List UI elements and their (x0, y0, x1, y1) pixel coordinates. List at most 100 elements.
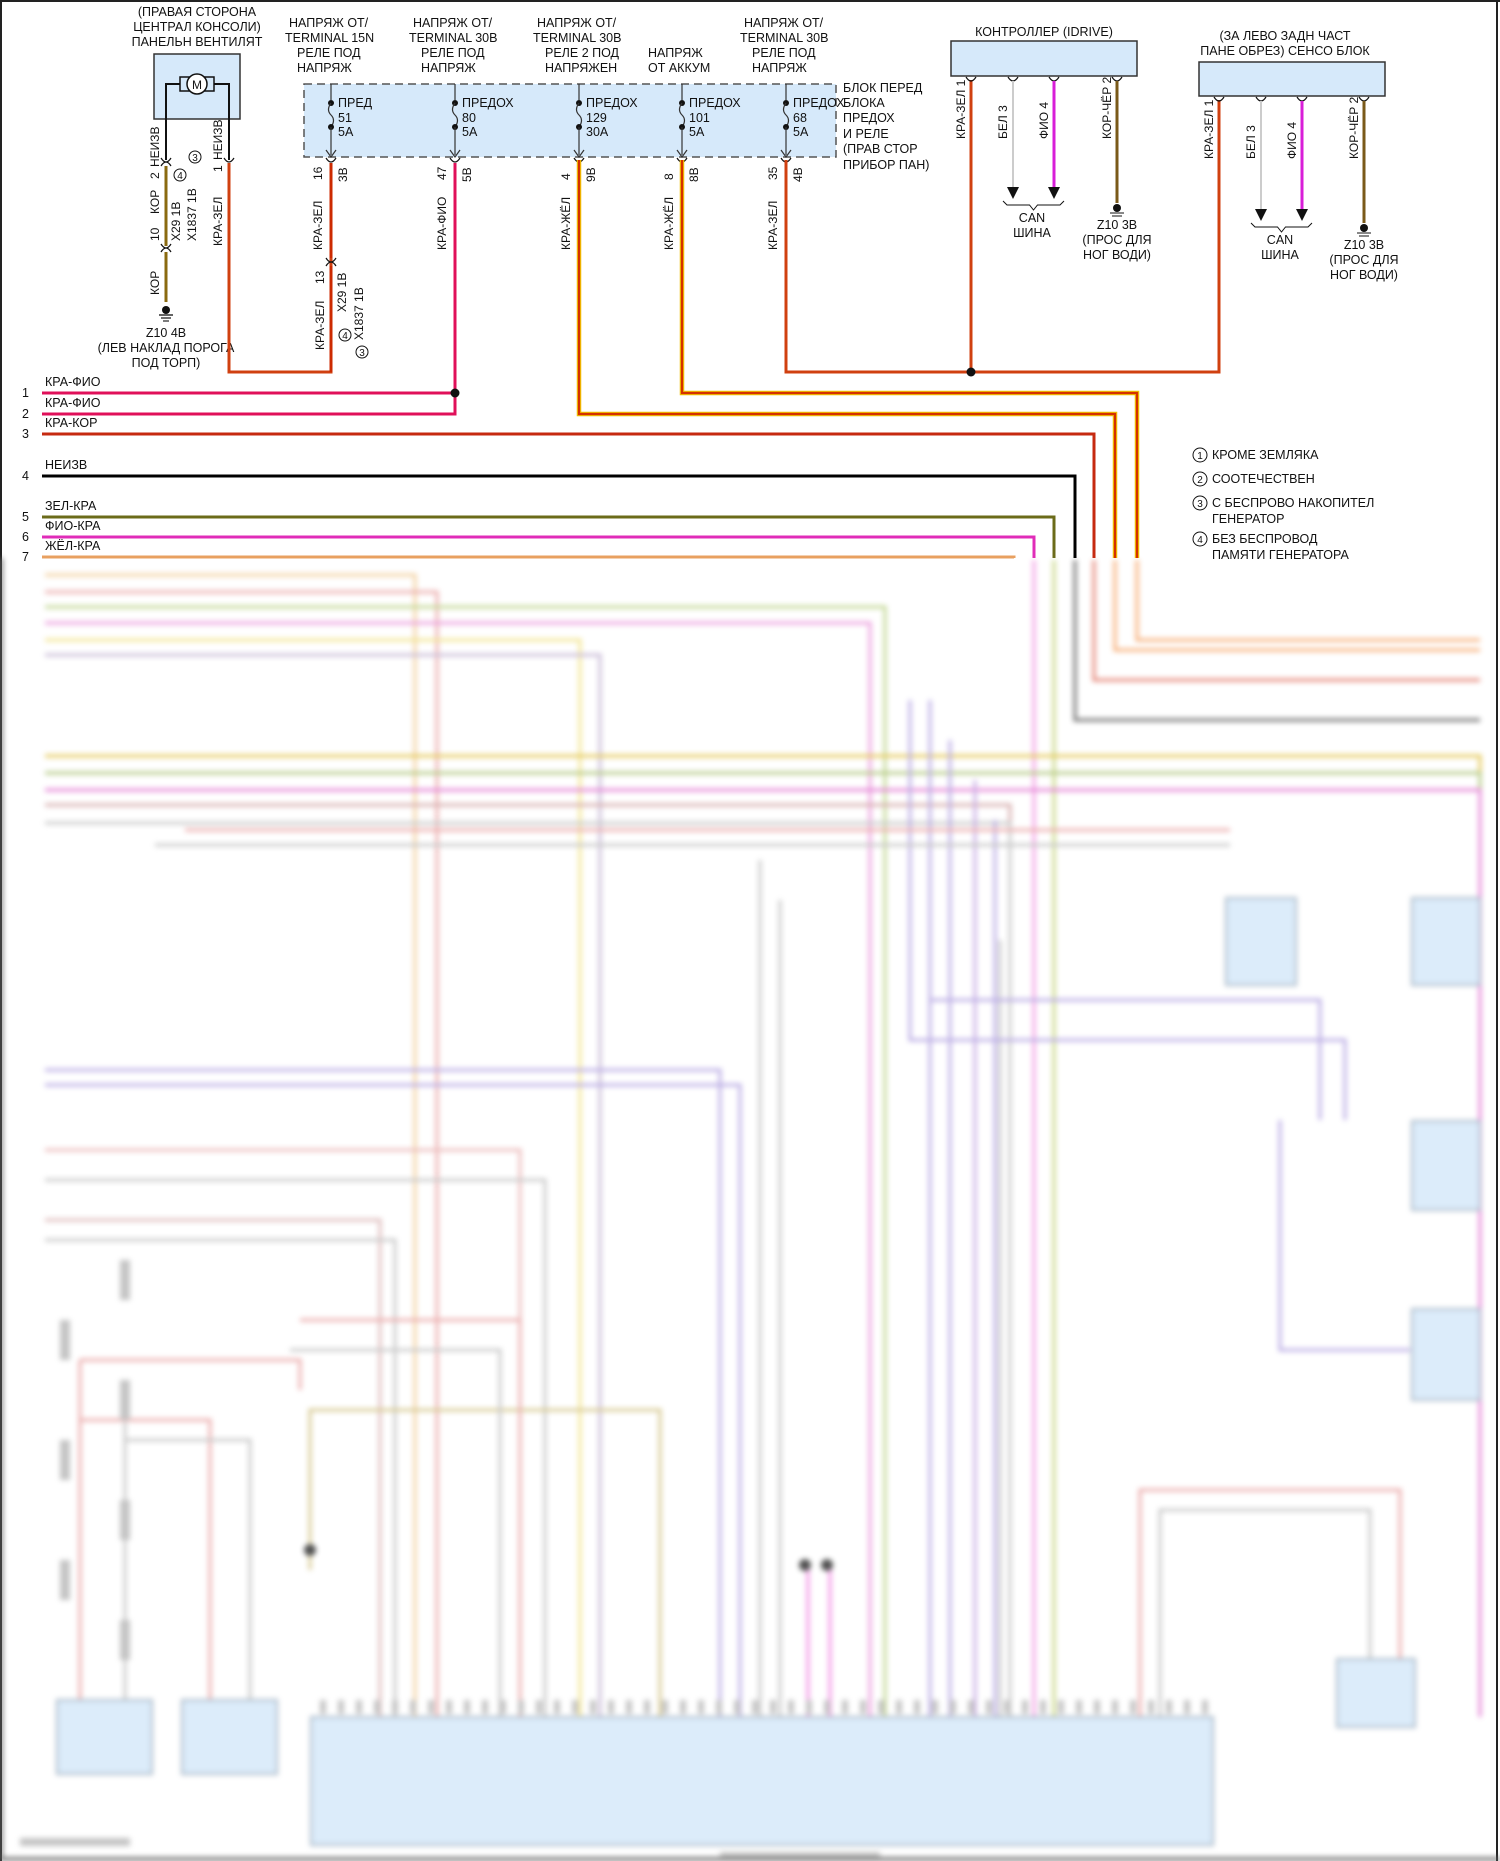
wire-color-label: НЕИЗВ (148, 126, 162, 167)
pin-number: 2 (148, 172, 162, 179)
arrow-icon (1007, 187, 1019, 199)
connector-icon (325, 257, 337, 267)
wire-color-label: КРА-ФИО (435, 197, 449, 250)
note-4: 4 БЕЗ БЕСПРОВОД ПАМЯТИ ГЕНЕРАТОРА (1192, 531, 1349, 562)
wire-color-label: КРА-КОР (45, 416, 97, 430)
note-number: 4 (342, 331, 348, 342)
fuse-source-label: НАПРЯЖ (297, 61, 352, 75)
arrow-icon (1296, 209, 1308, 221)
note-number: 2 (1197, 475, 1203, 486)
wire-number: 5 (22, 510, 29, 524)
wire-color-label: НЕИЗВ (45, 458, 87, 472)
panel-fan: (ПРАВАЯ СТОРОНА ЦЕНТРАЛ КОНСОЛИ) ПАНЕЛЬН… (98, 5, 333, 374)
fuse-source-label: TERMINAL 30В (409, 31, 497, 45)
fuse-source-label: РЕЛЕ ПОД (421, 46, 485, 60)
fan-title-line: ПАНЕЛЬН ВЕНТИЛЯТ (132, 35, 263, 49)
wire-color-label: КРА-ЖЁЛ (559, 197, 573, 250)
pin-number: 35 (766, 166, 780, 180)
note-number: 4 (177, 171, 183, 182)
sensor-title: ПАНЕ ОБРЕЗ) СЕНСО БЛОК (1200, 44, 1370, 58)
note-number: 3 (1197, 499, 1203, 510)
ground-label: НОГ ВОДИ) (1330, 268, 1398, 282)
ground-icon (1357, 224, 1371, 237)
note-circle (188, 150, 202, 164)
ground-label: Z10 3В (1344, 238, 1384, 252)
fuse-icon (327, 102, 335, 128)
harness-wire-1: 1 КРА-ФИО (22, 375, 455, 400)
wire-kra-zhel (680, 160, 1139, 558)
wire-color-label: КРА-ЗЕЛ (313, 301, 327, 350)
can-bus-brace (1002, 200, 1065, 211)
pin-number: 4 (559, 173, 573, 180)
connector-icon (160, 157, 172, 167)
note-number: 1 (1197, 451, 1203, 462)
harness-wire-6: 6 ФИО-КРА (22, 519, 1036, 558)
fuse-icon (678, 102, 686, 128)
can-bus-label: CAN (1019, 211, 1045, 225)
fuse-rating: 5A (338, 125, 354, 139)
note-3: 3 С БЕСПРОВО НАКОПИТЕЛ ГЕНЕРАТОР (1192, 495, 1374, 526)
wire-color-label: КРА-ЖЁЛ (662, 197, 676, 250)
fuse-name: ПРЕДОХ (689, 96, 741, 110)
fuse-source-label: TERMINAL 30В (740, 31, 828, 45)
pin-label: КОР-ЧЁР 2 (1347, 96, 1361, 159)
note-circle (355, 345, 369, 359)
connector-id: X1837 1В (185, 188, 199, 241)
note-circle (173, 168, 187, 182)
fuse-rating: 30A (586, 125, 609, 139)
wire-number: 2 (22, 407, 29, 421)
connector-id: X29 1В (335, 273, 349, 312)
fuse-block-label: ПРИБОР ПАН) (843, 158, 929, 172)
fuse-source-label: ОТ АККУМ (648, 61, 710, 75)
ground-icon (1110, 204, 1124, 217)
idrive-controller: КОНТРОЛЛЕР (IDRIVE) КРА-ЗЕЛ 1 БЕЛ 3 ФИО 4 К… (950, 25, 1152, 262)
fuse-rating: 5A (689, 125, 705, 139)
fuse-source-label: НАПРЯЖ ОТ/ (537, 16, 617, 30)
pin-number: 47 (435, 166, 449, 180)
fuse-number: 101 (689, 111, 710, 125)
harness-wire-3: 3 КРА-КОР (22, 416, 1096, 558)
fuse-wires (576, 80, 1221, 558)
fuse-name: ПРЕДОХ (462, 96, 514, 110)
wire-kra-zel (784, 100, 1221, 374)
fuse-source-label: РЕЛЕ ПОД (752, 46, 816, 60)
harness-wire-2: 2 КРА-ФИО (22, 396, 457, 421)
connector-id: 3В (336, 167, 350, 182)
fuse-icon (575, 102, 583, 128)
fuse-source-label: РЕЛЕ 2 ПОД (545, 46, 620, 60)
ground-label: Z10 3В (1097, 218, 1137, 232)
fuse-block-label: ПРЕДОХ (843, 111, 895, 125)
wire-color-label: ЖЁЛ-КРА (45, 539, 101, 553)
ground-icon (159, 306, 173, 322)
arrow-icon (1255, 209, 1267, 221)
wire-color-label: КРА-ЗЕЛ (311, 201, 325, 250)
motor-icon: M (165, 73, 230, 160)
wire-number: 1 (22, 386, 29, 400)
connector-id: X1837 1В (352, 287, 366, 340)
pin-label: БЕЛ 3 (1244, 125, 1258, 159)
note-text: ПАМЯТИ ГЕНЕРАТОРА (1212, 548, 1349, 562)
fuse-block-label: И РЕЛЕ (843, 127, 889, 141)
fuse-source-label: НАПРЯЖЕН (545, 61, 617, 75)
note-text: СООТЕЧЕСТВЕН (1212, 472, 1315, 486)
note-circle (1192, 495, 1208, 511)
fuse-name: ПРЕД (338, 96, 373, 110)
pin-label: КРА-ЗЕЛ 1 (954, 79, 968, 139)
wire-number: 7 (22, 550, 29, 564)
sensor-box (1198, 61, 1386, 97)
fuse-relay-block: БЛОК ПЕРЕД БЛОКА ПРЕДОХ И РЕЛЕ (ПРАВ СТО… (285, 16, 929, 414)
notes-legend: 1 КРОМЕ ЗЕМЛЯКА 2 СООТЕЧЕСТВЕН 3 С БЕСПРОВО Н… (1192, 447, 1374, 562)
wire-color-label: ФИО-КРА (45, 519, 101, 533)
note-number: 4 (1197, 535, 1203, 546)
sensor-block: (ЗА ЛЕВО ЗАДН ЧАСТ ПАНЕ ОБРЕЗ) СЕНСО БЛО… (1198, 29, 1399, 282)
wire-color-label: КОР (148, 190, 162, 214)
ground-label: НОГ ВОДИ) (1083, 248, 1151, 262)
can-bus-label: ШИНА (1261, 248, 1299, 262)
pin-number: 10 (148, 227, 162, 241)
pin-label: ФИО 4 (1037, 102, 1051, 139)
pin-number: 16 (311, 166, 325, 180)
